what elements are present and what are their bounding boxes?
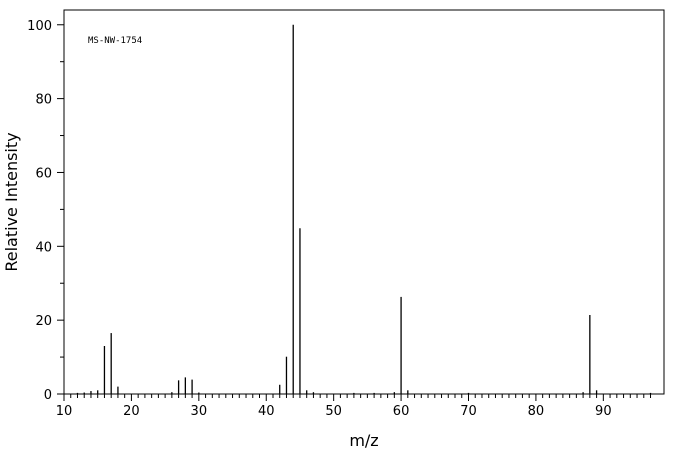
y-axis-title: Relative Intensity [2, 132, 21, 271]
y-axis-ticks: 0 20 40 60 80 100 [27, 19, 64, 403]
y-tick-label: 40 [35, 240, 52, 255]
x-tick-label: 30 [191, 404, 208, 419]
x-axis-ticks: 10 20 30 40 50 60 70 80 90 [56, 394, 652, 419]
x-axis-title: m/z [349, 431, 378, 450]
x-tick-label: 60 [393, 404, 410, 419]
x-tick-label: 40 [258, 404, 275, 419]
x-tick-label: 80 [528, 404, 545, 419]
y-tick-label: 100 [27, 19, 52, 34]
x-tick-label: 70 [460, 404, 477, 419]
y-tick-label: 80 [35, 93, 52, 108]
plot-frame [63, 9, 665, 395]
x-tick-label: 10 [56, 404, 73, 419]
y-tick-label: 0 [44, 388, 52, 403]
x-tick-label: 50 [325, 404, 342, 419]
y-tick-label: 60 [35, 166, 52, 181]
x-tick-label: 90 [595, 404, 612, 419]
spectrum-peaks [76, 24, 652, 394]
x-tick-label: 20 [123, 404, 140, 419]
y-tick-label: 20 [35, 314, 52, 329]
spectrum-id-annotation: MS-NW-1754 [88, 36, 142, 46]
